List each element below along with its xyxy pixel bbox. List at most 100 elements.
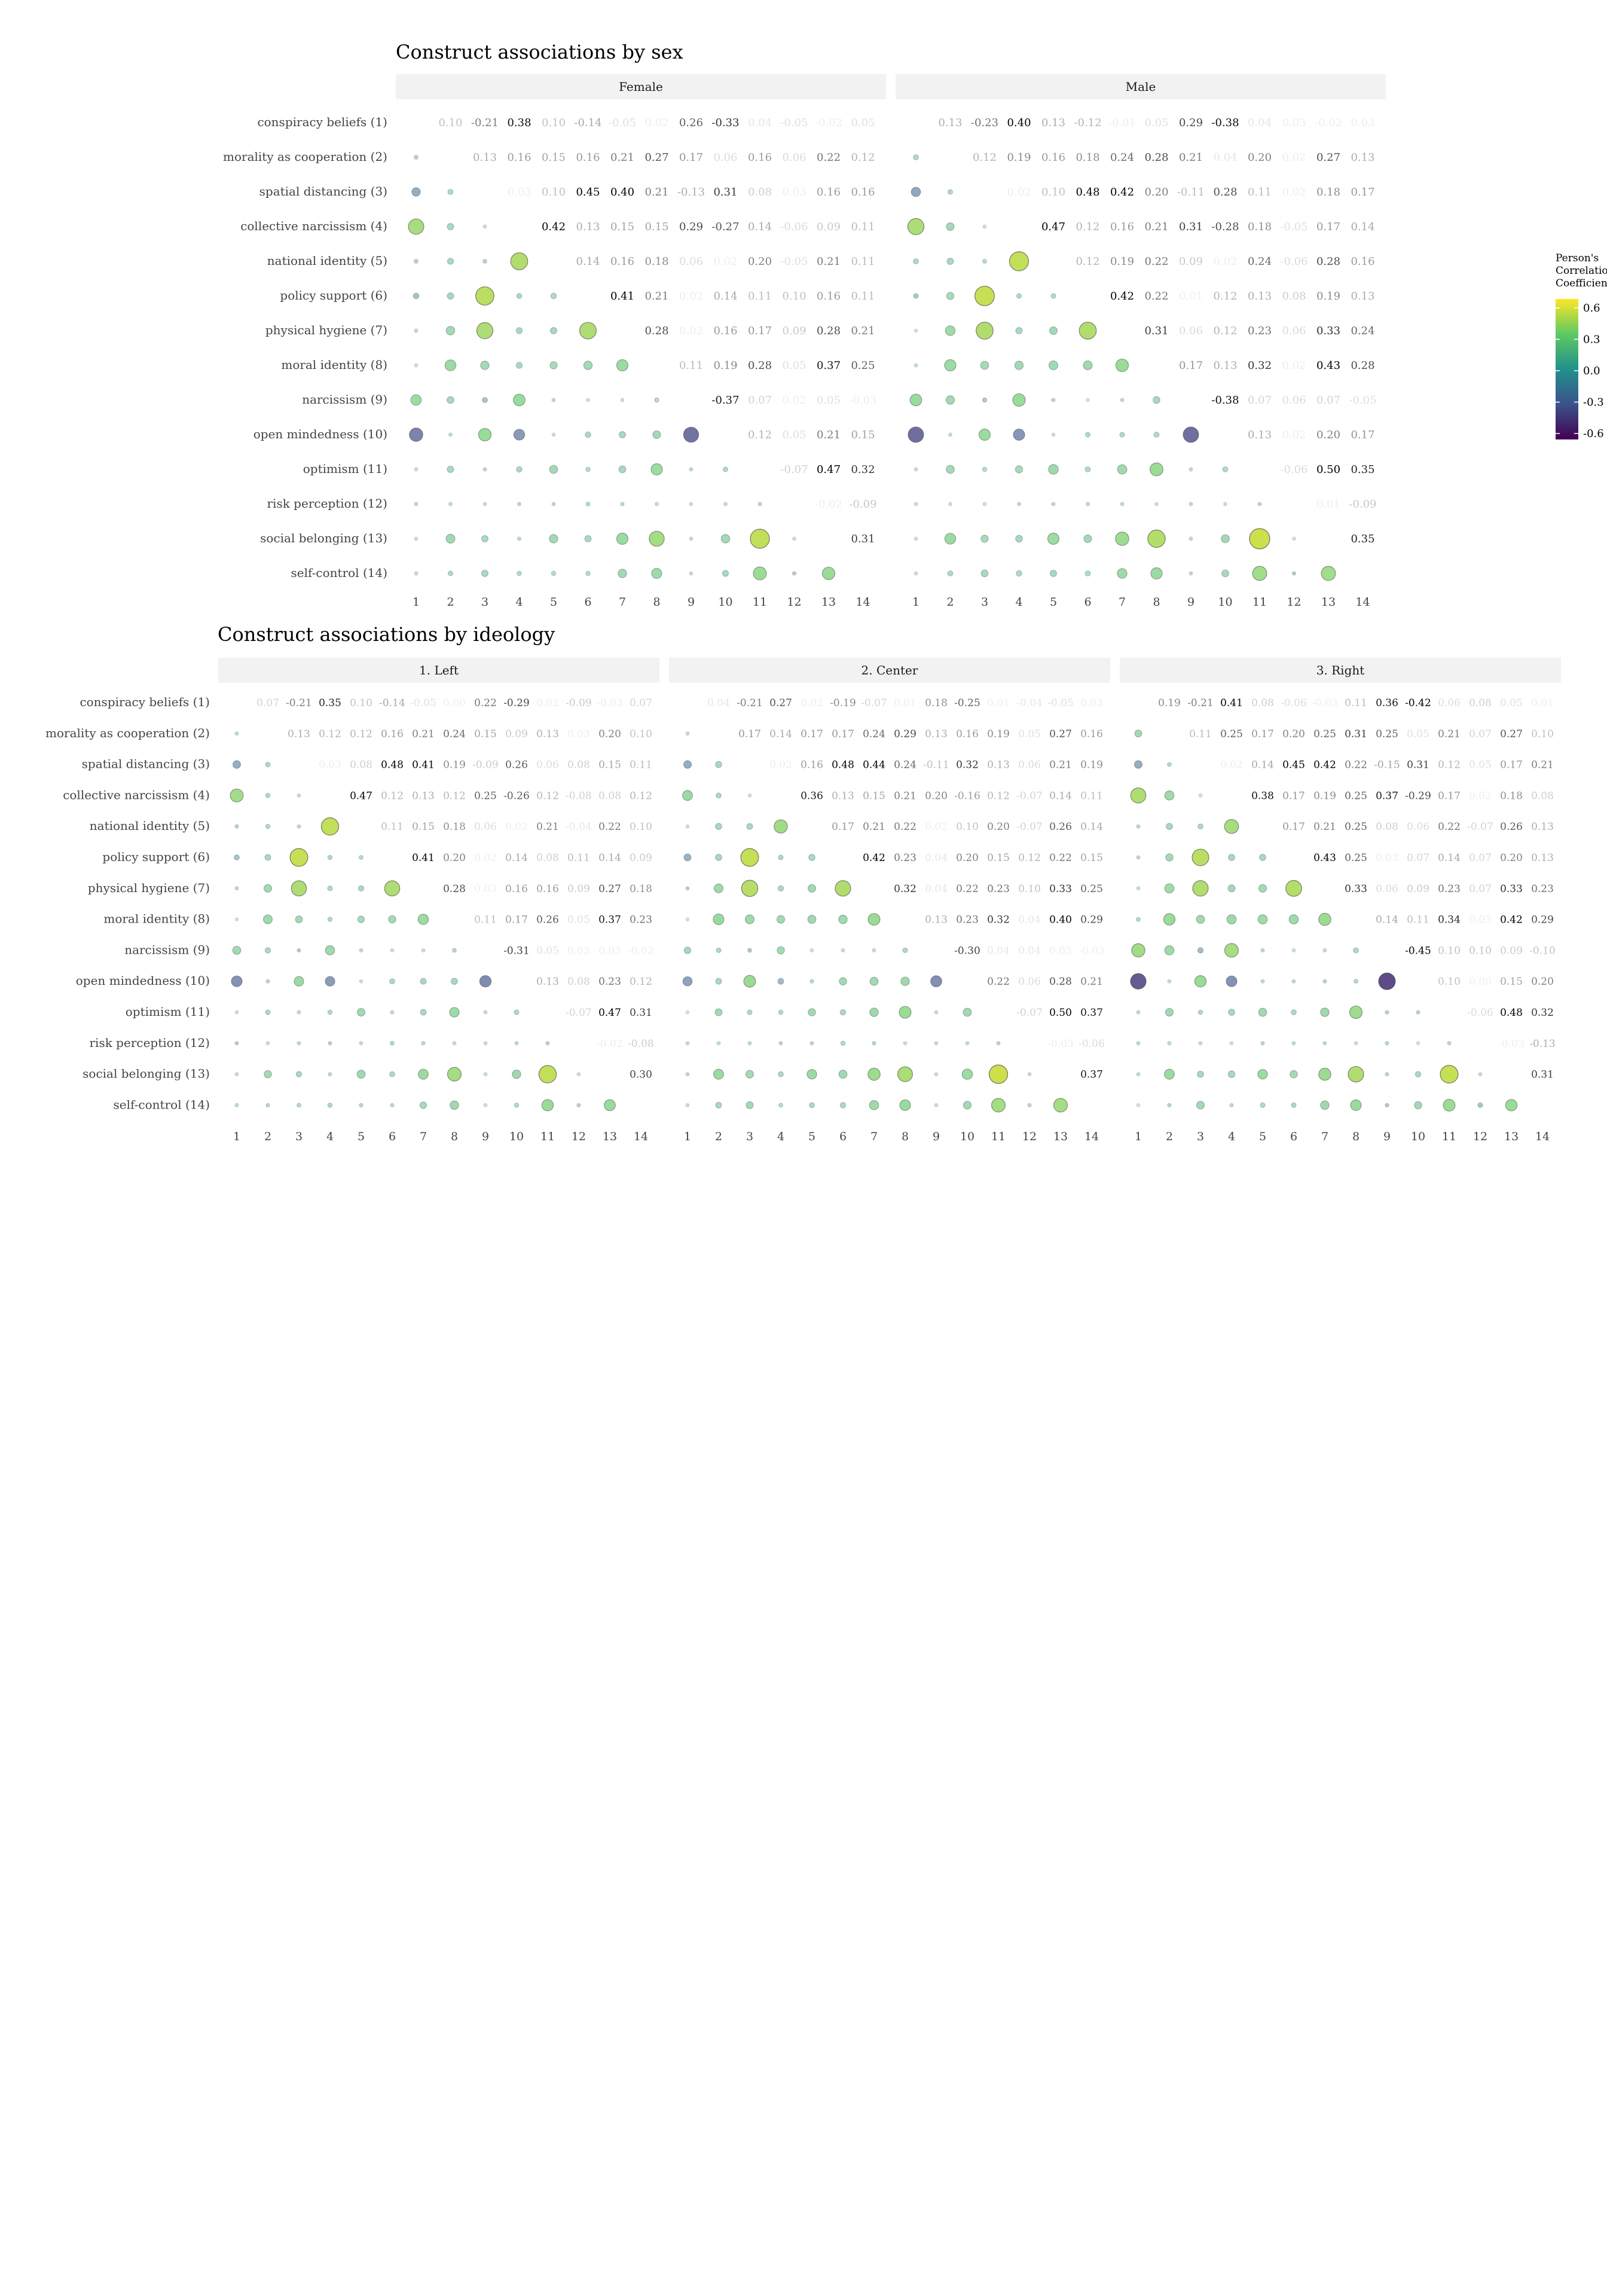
facet-strip xyxy=(896,74,1386,99)
legend-title-line-3: Coefficient xyxy=(1556,277,1607,289)
correlation-bubble xyxy=(356,1007,366,1017)
correlation-bubble xyxy=(390,1010,395,1015)
legend-title-line-2: Correlation xyxy=(1556,265,1607,277)
correlation-value: 0.17 xyxy=(1251,728,1274,740)
correlation-value: 0.29 xyxy=(679,221,703,233)
correlation-bubble xyxy=(1349,1005,1363,1019)
correlation-value: 0.16 xyxy=(1351,255,1374,268)
correlation-value: 0.21 xyxy=(644,290,668,303)
correlation-bubble xyxy=(792,571,797,576)
correlation-value: 0.17 xyxy=(748,325,772,337)
correlation-value: 0.04 xyxy=(1248,117,1272,129)
correlation-bubble xyxy=(1136,1041,1141,1046)
correlation-bubble xyxy=(988,1064,1009,1084)
correlation-value: 0.03 xyxy=(474,883,497,895)
correlation-bubble xyxy=(913,293,919,299)
correlation-value: 0.06 xyxy=(1282,325,1306,337)
correlation-value: 0.02 xyxy=(782,394,806,407)
correlation-bubble xyxy=(651,567,662,579)
correlation-value: 0.25 xyxy=(1345,821,1367,833)
correlation-value: 0.37 xyxy=(817,359,841,372)
correlation-value: 0.12 xyxy=(851,151,875,164)
column-tick: 3 xyxy=(481,596,488,609)
plots-layer: Construct associations by sex conspiracy … xyxy=(45,41,1561,1143)
correlation-value: -0.21 xyxy=(286,697,312,709)
correlation-bubble xyxy=(1136,855,1141,860)
facet-label: 3. Right xyxy=(1316,663,1365,677)
correlation-value: 0.19 xyxy=(1007,151,1031,164)
correlation-bubble xyxy=(1048,360,1059,371)
column-tick: 2 xyxy=(447,596,454,609)
column-tick: 11 xyxy=(540,1130,555,1143)
correlation-value: 0.41 xyxy=(1220,697,1243,709)
correlation-bubble xyxy=(835,880,851,897)
correlation-value: 0.06 xyxy=(679,255,703,268)
correlation-value: 0.41 xyxy=(412,759,435,771)
chart-group: Construct associations by sex conspiracy … xyxy=(223,41,1386,609)
correlation-value: 0.11 xyxy=(1189,728,1212,740)
row-label: spatial distancing (3) xyxy=(259,184,387,199)
correlation-bubble xyxy=(963,1007,972,1017)
correlation-bubble xyxy=(1191,848,1209,866)
correlation-bubble xyxy=(1147,529,1166,548)
correlation-bubble xyxy=(778,1041,783,1046)
correlation-value: 0.25 xyxy=(1345,852,1367,864)
correlation-bubble xyxy=(541,1099,554,1112)
correlation-bubble xyxy=(1189,536,1193,541)
correlation-bubble xyxy=(390,1103,395,1108)
facet-strip xyxy=(218,658,659,683)
correlation-bubble xyxy=(722,570,729,577)
correlation-value: -0.09 xyxy=(566,697,592,709)
correlation-value: 0.17 xyxy=(738,728,761,740)
correlation-value: -0.21 xyxy=(1187,697,1214,709)
correlation-value: 0.05 xyxy=(817,394,841,407)
correlation-bubble xyxy=(867,913,881,926)
correlation-value: 0.10 xyxy=(1041,186,1065,199)
correlation-value: 0.31 xyxy=(1144,325,1168,337)
column-tick: 10 xyxy=(960,1130,974,1143)
correlation-value: 0.17 xyxy=(832,821,854,833)
correlation-value: 0.12 xyxy=(973,151,997,164)
correlation-bubble xyxy=(1084,570,1091,577)
correlation-value: 0.48 xyxy=(1500,1007,1523,1019)
correlation-bubble xyxy=(991,1098,1006,1113)
correlation-value: 0.13 xyxy=(1213,359,1237,372)
row-label: morality as cooperation (2) xyxy=(45,726,210,740)
correlation-value: 0.13 xyxy=(288,728,310,740)
correlation-value: 0.35 xyxy=(1351,533,1374,545)
column-tick: 11 xyxy=(753,596,767,609)
correlation-value: 0.21 xyxy=(1144,221,1168,233)
correlation-bubble xyxy=(514,1041,519,1046)
correlation-bubble xyxy=(538,1065,557,1083)
correlation-value: 0.24 xyxy=(1351,325,1374,337)
column-tick: 5 xyxy=(808,1130,815,1143)
correlation-bubble xyxy=(1416,1041,1420,1046)
correlation-value: 0.17 xyxy=(1179,359,1203,372)
correlation-bubble xyxy=(1196,1101,1205,1110)
correlation-bubble xyxy=(481,535,489,543)
correlation-value: -0.09 xyxy=(472,759,499,771)
correlation-value: 0.17 xyxy=(1316,221,1340,233)
correlation-value: 0.16 xyxy=(507,151,531,164)
correlation-bubble xyxy=(839,977,847,985)
column-tick: 5 xyxy=(1259,1130,1266,1143)
correlation-bubble xyxy=(551,570,557,576)
correlation-value: 0.21 xyxy=(1080,976,1103,988)
correlation-bubble xyxy=(1136,1103,1141,1108)
correlation-bubble xyxy=(946,465,955,474)
correlation-bubble xyxy=(356,1070,366,1079)
correlation-value: 0.42 xyxy=(1313,759,1336,771)
correlation-bubble xyxy=(419,1101,427,1109)
correlation-value: -0.04 xyxy=(566,821,592,833)
column-tick: 4 xyxy=(515,596,523,609)
correlation-bubble xyxy=(1049,326,1058,335)
correlation-value: 0.42 xyxy=(1110,290,1134,303)
column-tick: 7 xyxy=(420,1130,427,1143)
correlation-value: 0.21 xyxy=(412,728,435,740)
correlation-bubble xyxy=(1318,1067,1331,1081)
correlation-bubble xyxy=(517,502,522,506)
correlation-value: 0.23 xyxy=(987,883,1010,895)
correlation-bubble xyxy=(420,1009,427,1016)
correlation-bubble xyxy=(1165,1007,1174,1017)
